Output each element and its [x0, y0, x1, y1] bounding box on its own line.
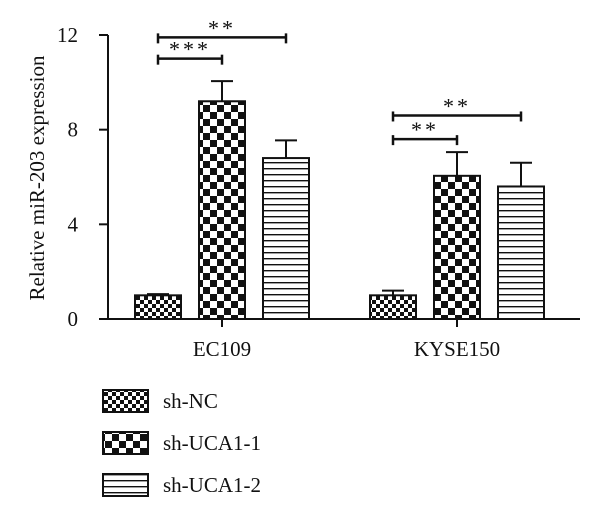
- y-tick-label: 0: [68, 307, 79, 331]
- bar-sh-UCA1-1-KYSE150: [433, 174, 481, 320]
- y-axis-label: Relative miR-203 expression: [25, 55, 49, 300]
- x-tick-label: EC109: [193, 337, 251, 361]
- legend-label: sh-NC: [163, 389, 218, 413]
- significance-label: **: [443, 93, 471, 118]
- error-bars: [147, 80, 532, 296]
- legend-swatch-sh-UCA1-1: [102, 431, 149, 455]
- bar-sh-UCA1-1-EC109: [198, 100, 246, 321]
- legend-label: sh-UCA1-1: [163, 431, 261, 455]
- bar-sh-NC-EC109: [134, 294, 182, 321]
- y-tick-label: 12: [57, 23, 78, 47]
- bar-sh-UCA1-2-KYSE150: [497, 185, 545, 320]
- legend-swatch-sh-UCA1-2: [102, 473, 149, 497]
- y-tick-label: 4: [68, 212, 79, 236]
- significance-label: ***: [169, 37, 211, 62]
- y-tick-label: 8: [68, 118, 79, 142]
- bar-sh-UCA1-2-EC109: [262, 157, 310, 320]
- axes: 0 4 8 12 EC109 KYSE150: [57, 23, 580, 361]
- legend: sh-NC sh-UCA1-1 sh-UCA1-2: [102, 389, 261, 497]
- x-tick-label: KYSE150: [414, 337, 500, 361]
- bars: [134, 100, 545, 321]
- significance-annotations: *********: [156, 15, 523, 146]
- significance-label: **: [208, 15, 236, 40]
- significance-label: **: [411, 117, 439, 142]
- bar-sh-NC-KYSE150: [369, 294, 417, 321]
- legend-swatch-sh-NC: [102, 389, 149, 413]
- legend-label: sh-UCA1-2: [163, 473, 261, 497]
